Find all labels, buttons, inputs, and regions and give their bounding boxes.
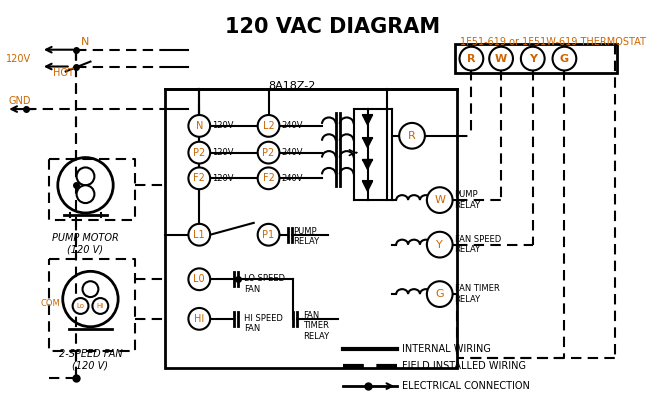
Text: LO SPEED
FAN: LO SPEED FAN	[244, 274, 285, 294]
Text: 8A18Z-2: 8A18Z-2	[269, 81, 316, 91]
Bar	[165, 89, 456, 368]
Circle shape	[427, 281, 453, 307]
Text: P1: P1	[263, 230, 275, 240]
Text: F2: F2	[194, 173, 205, 184]
Text: FAN
TIMER
RELAY: FAN TIMER RELAY	[304, 311, 330, 341]
Circle shape	[63, 272, 118, 327]
Circle shape	[188, 269, 210, 290]
Text: 2-SPEED FAN
(120 V): 2-SPEED FAN (120 V)	[59, 349, 122, 370]
Circle shape	[553, 47, 576, 70]
Text: FIELD INSTALLED WIRING: FIELD INSTALLED WIRING	[402, 361, 526, 371]
Text: 1F51-619 or 1F51W-619 THERMOSTAT: 1F51-619 or 1F51W-619 THERMOSTAT	[460, 37, 645, 47]
Text: 240V: 240V	[281, 174, 303, 183]
Circle shape	[188, 308, 210, 330]
Circle shape	[399, 123, 425, 149]
Text: 120 VAC DIAGRAM: 120 VAC DIAGRAM	[225, 17, 440, 37]
Text: R: R	[467, 54, 476, 64]
Text: PUMP
RELAY: PUMP RELAY	[454, 190, 480, 210]
Text: ELECTRICAL CONNECTION: ELECTRICAL CONNECTION	[402, 381, 530, 391]
Text: FAN SPEED
RELAY: FAN SPEED RELAY	[454, 235, 501, 254]
Text: INTERNAL WIRING: INTERNAL WIRING	[402, 344, 491, 354]
Text: L1: L1	[194, 230, 205, 240]
Text: P2: P2	[263, 147, 275, 158]
Polygon shape	[362, 138, 373, 147]
Text: W: W	[434, 195, 446, 205]
Text: Hi: Hi	[96, 303, 104, 309]
Circle shape	[188, 142, 210, 163]
Bar	[454, 44, 617, 73]
Circle shape	[427, 187, 453, 213]
Text: PUMP MOTOR
(120 V): PUMP MOTOR (120 V)	[52, 233, 119, 254]
Circle shape	[188, 115, 210, 137]
Polygon shape	[362, 160, 373, 169]
Text: FAN TIMER
RELAY: FAN TIMER RELAY	[454, 285, 499, 304]
Text: R: R	[408, 131, 416, 141]
Text: HI SPEED
FAN: HI SPEED FAN	[244, 314, 283, 333]
Circle shape	[92, 298, 109, 314]
Circle shape	[82, 281, 98, 297]
Circle shape	[258, 142, 279, 163]
Text: GND: GND	[8, 96, 31, 106]
Text: P2: P2	[193, 147, 206, 158]
Text: 120V: 120V	[212, 174, 234, 183]
Circle shape	[521, 47, 545, 70]
Text: PUMP
RELAY: PUMP RELAY	[293, 227, 320, 246]
Text: HOT: HOT	[53, 68, 74, 78]
Text: 120V: 120V	[212, 122, 234, 130]
Circle shape	[258, 224, 279, 246]
Text: Lo: Lo	[76, 303, 84, 309]
Circle shape	[72, 298, 88, 314]
Text: 240V: 240V	[281, 122, 303, 130]
Polygon shape	[362, 181, 373, 191]
Circle shape	[258, 115, 279, 137]
Text: L2: L2	[263, 121, 275, 131]
Text: COM: COM	[41, 300, 61, 308]
Text: HI: HI	[194, 314, 204, 324]
Polygon shape	[362, 115, 373, 125]
Circle shape	[258, 168, 279, 189]
Text: F2: F2	[263, 173, 275, 184]
Circle shape	[76, 168, 94, 185]
Circle shape	[188, 224, 210, 246]
Text: 120V: 120V	[212, 148, 234, 157]
Circle shape	[489, 47, 513, 70]
Circle shape	[460, 47, 483, 70]
Circle shape	[427, 232, 453, 258]
Text: G: G	[560, 54, 569, 64]
Text: 120V: 120V	[6, 54, 31, 64]
Text: Y: Y	[529, 54, 537, 64]
Text: L0: L0	[194, 274, 205, 284]
Text: W: W	[495, 54, 507, 64]
Circle shape	[58, 158, 113, 213]
Text: N: N	[80, 37, 89, 47]
Text: G: G	[436, 289, 444, 299]
Text: Y: Y	[436, 240, 443, 250]
Text: 240V: 240V	[281, 148, 303, 157]
Circle shape	[188, 168, 210, 189]
Circle shape	[76, 185, 94, 203]
Text: N: N	[196, 121, 203, 131]
